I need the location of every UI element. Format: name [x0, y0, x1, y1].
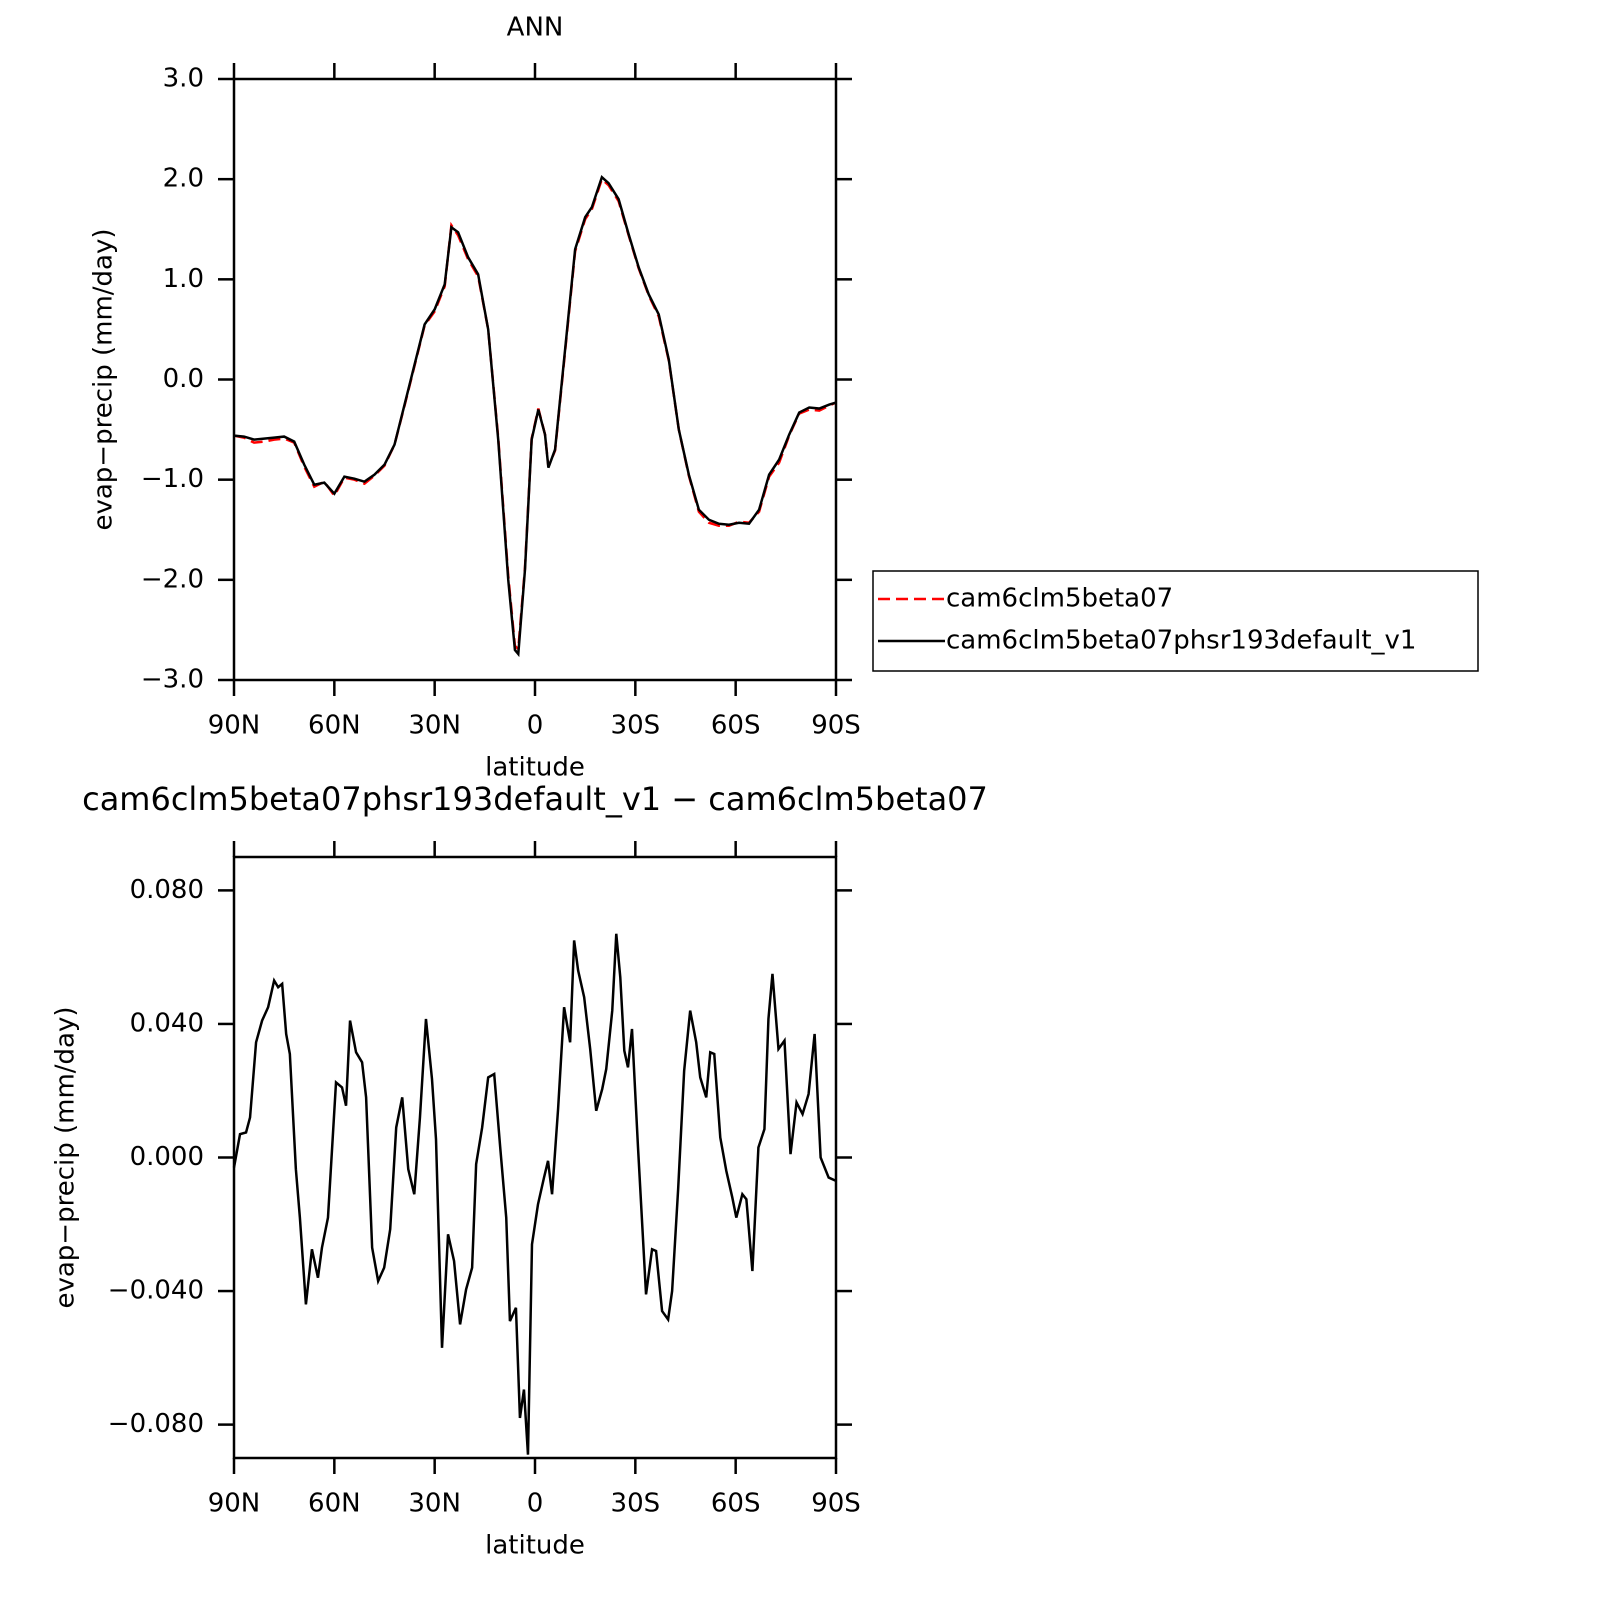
y-tick-label: −2.0: [141, 564, 204, 594]
series-line: [233, 174, 837, 658]
x-tick-label: 60S: [711, 1489, 761, 1519]
x-axis-label: latitude: [485, 753, 585, 783]
x-tick-label: 0: [527, 1489, 544, 1519]
x-tick-label: 60S: [711, 711, 761, 741]
y-tick-label: 1.0: [163, 264, 204, 294]
legend-box: [872, 570, 1479, 672]
x-axis-label: latitude: [485, 1531, 585, 1561]
x-tick-label: 60N: [308, 711, 361, 741]
x-tick-label: 30N: [408, 711, 461, 741]
y-tick-label: −3.0: [141, 665, 204, 695]
y-tick-label: −0.040: [108, 1276, 204, 1306]
legend-label: cam6clm5beta07phsr193default_v1: [946, 626, 1416, 656]
series-line: [232, 933, 837, 1455]
chart-title: ANN: [507, 13, 564, 43]
y-tick-label: 0.080: [130, 875, 204, 905]
y-tick-label: 2.0: [163, 164, 204, 194]
y-axis-label: evap−precip (mm/day): [89, 228, 119, 530]
y-axis-label: evap−precip (mm/day): [51, 1006, 81, 1308]
chart-title: cam6clm5beta07phsr193default_v1 − cam6cl…: [82, 780, 988, 818]
plot-frame: [232, 77, 838, 682]
x-tick-label: 60N: [308, 1489, 361, 1519]
x-tick-label: 0: [527, 711, 544, 741]
x-tick-label: 30N: [408, 1489, 461, 1519]
x-tick-label: 90N: [208, 711, 261, 741]
y-tick-label: 0.000: [130, 1142, 204, 1172]
x-tick-label: 30S: [611, 711, 661, 741]
plot-frame: [232, 855, 838, 1460]
x-tick-label: 30S: [611, 1489, 661, 1519]
y-tick-label: −1.0: [141, 464, 204, 494]
x-tick-label: 90S: [811, 1489, 861, 1519]
x-tick-label: 90N: [208, 1489, 261, 1519]
y-tick-label: 0.040: [130, 1008, 204, 1038]
y-tick-label: 0.0: [163, 364, 204, 394]
series-line: [233, 176, 837, 652]
y-tick-label: 3.0: [163, 64, 204, 94]
y-tick-label: −0.080: [108, 1409, 204, 1439]
x-tick-label: 90S: [811, 711, 861, 741]
legend-label: cam6clm5beta07: [946, 584, 1173, 614]
